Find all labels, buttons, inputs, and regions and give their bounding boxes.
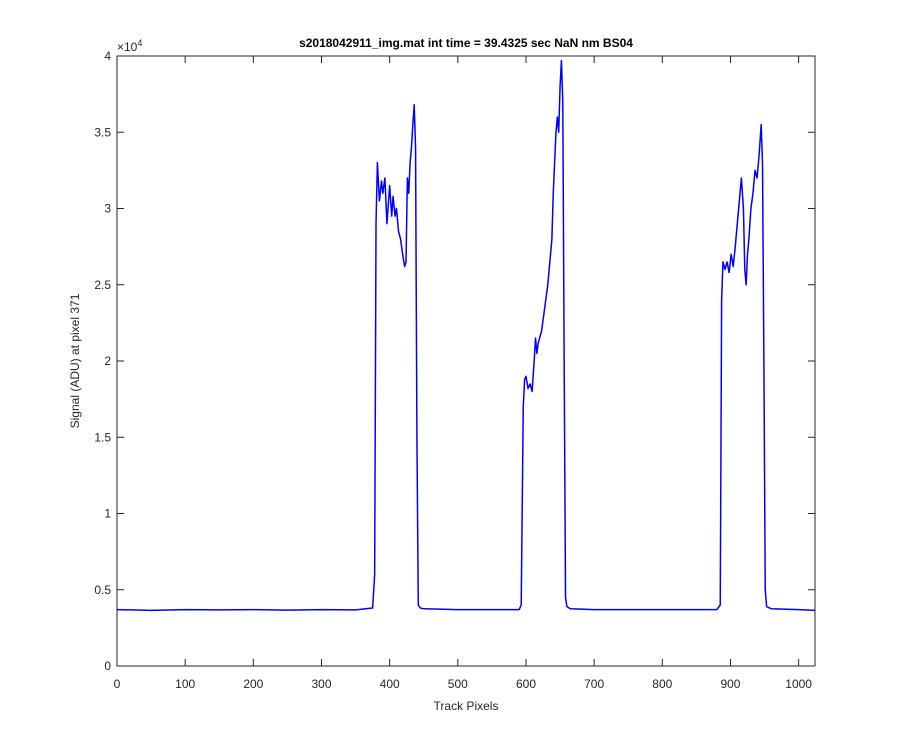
y-multiplier-exponent: 4 [137,38,142,48]
x-tick-label: 900 [720,677,740,691]
y-tick-label: 3 [104,202,111,216]
y-multiplier: ×104 [117,38,142,54]
x-tick-label: 800 [652,677,672,691]
x-tick-label: 0 [114,677,121,691]
y-tick-label: 0.5 [94,583,111,597]
x-tick-label: 500 [448,677,468,691]
x-tick-label: 300 [311,677,331,691]
y-tick-label: 4 [104,49,111,63]
y-tick-label: 1.5 [94,430,111,444]
y-tick-label: 1 [104,507,111,521]
y-tick-label: 0 [104,659,111,673]
x-tick-label: 100 [175,677,195,691]
x-tick-label: 600 [516,677,536,691]
x-tick-label: 700 [584,677,604,691]
y-multiplier-base: ×10 [117,40,138,54]
axes-box [116,55,816,667]
y-tick-label: 3.5 [94,125,111,139]
y-tick-label: 2.5 [94,278,111,292]
data-line [116,59,816,612]
x-axis-label: Track Pixels [434,699,499,713]
chart-title: s2018042911_img.mat int time = 39.4325 s… [299,36,633,50]
y-tick-label: 2 [104,354,111,368]
x-tick-label: 200 [243,677,263,691]
x-tick-label: 400 [380,677,400,691]
y-axis-label: Signal (ADU) at pixel 371 [68,293,82,428]
x-tick-label: 1000 [785,677,812,691]
